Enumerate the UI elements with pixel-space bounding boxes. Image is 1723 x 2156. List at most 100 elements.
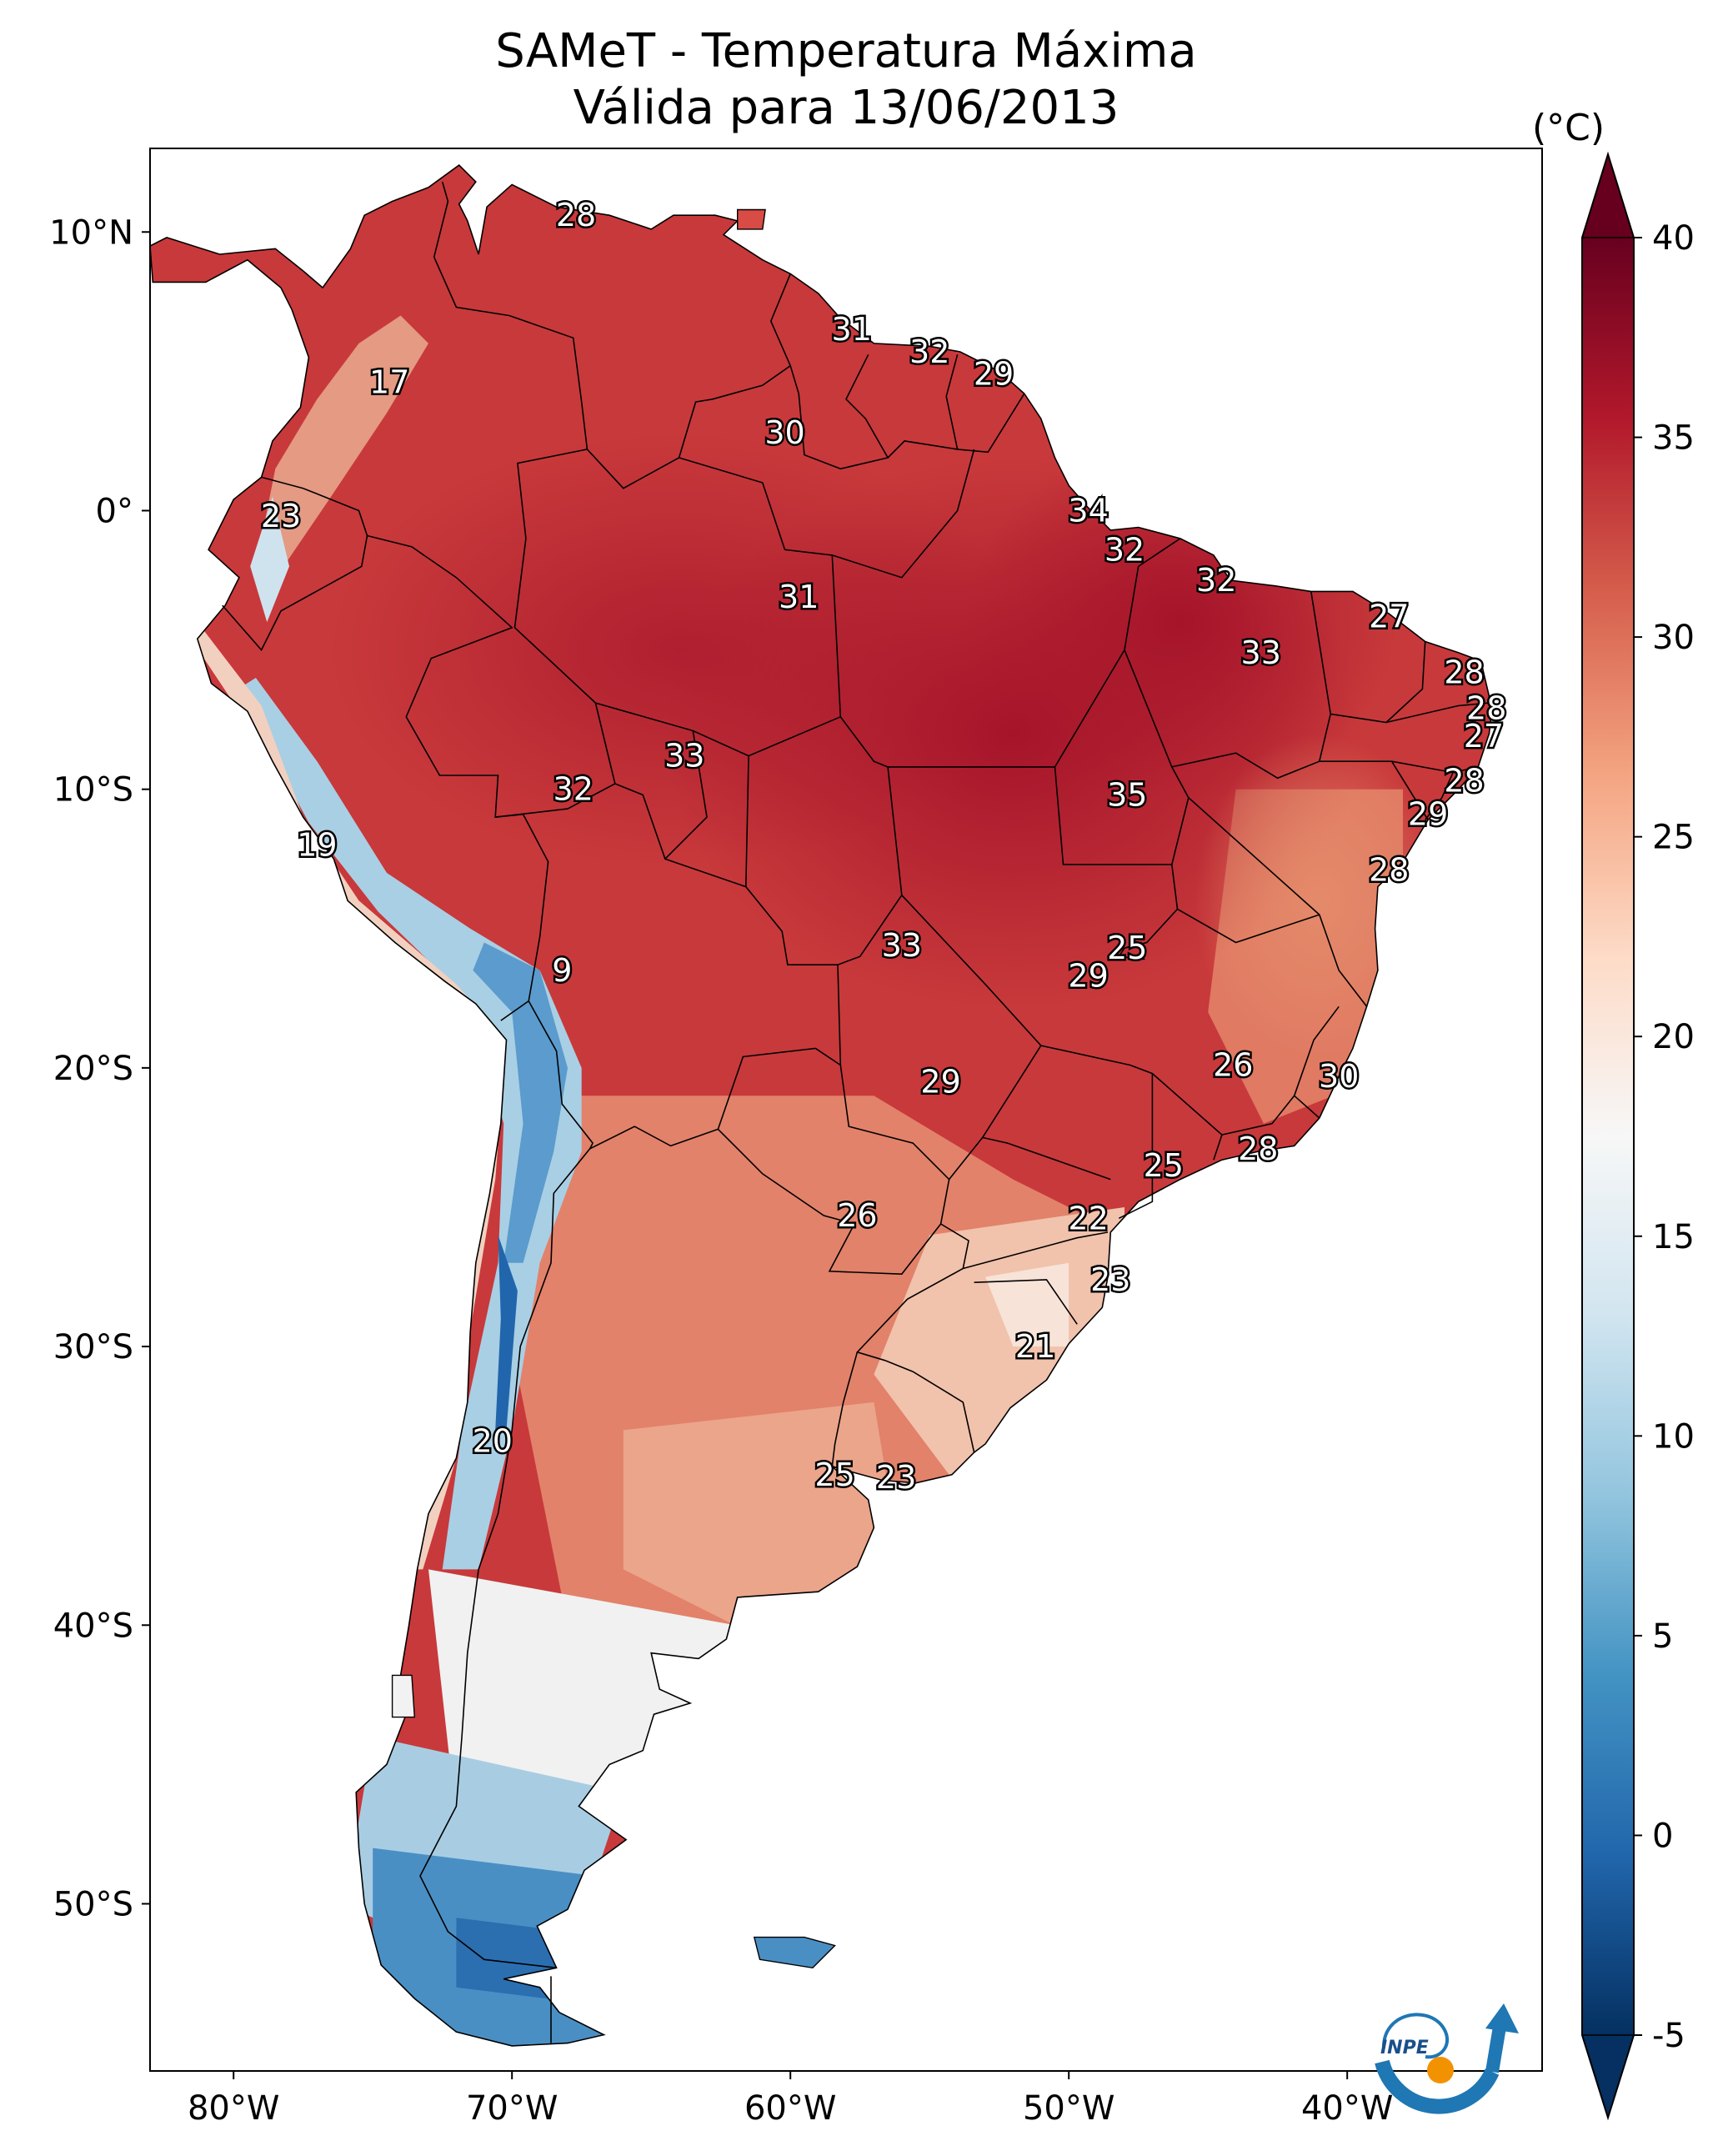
colorbar-body	[1582, 238, 1634, 2035]
axes-frame	[149, 148, 1543, 2072]
border-line	[1221, 1095, 1295, 1136]
y-tick-label: 40°S	[53, 1607, 133, 1645]
station-temperature-label: 29	[974, 356, 1014, 393]
y-tick-label: 10°S	[53, 771, 133, 810]
station-temperature-label: 31	[832, 311, 872, 348]
border-line	[1385, 702, 1490, 724]
y-tick-label: 20°S	[53, 1050, 133, 1088]
border-line	[831, 449, 975, 717]
colorbar-tick-label: 20	[1652, 1018, 1695, 1056]
x-axis-ticks: 80°W 70°W 60°W 50°W 40°W	[188, 2071, 1393, 2128]
islands	[391, 208, 836, 1969]
border-line	[586, 273, 792, 489]
colorbar-tick-label: 30	[1652, 619, 1695, 657]
x-tick-label: 40°W	[1301, 2089, 1393, 2128]
border-line	[982, 1136, 1111, 1181]
station-temperature-label: 26	[1213, 1047, 1253, 1084]
station-temperature-label: 21	[1015, 1328, 1055, 1365]
border-line	[419, 1148, 591, 1969]
station-temperature-label: 32	[1196, 562, 1236, 599]
border-line	[789, 353, 889, 470]
station-temperature-label: 28	[1369, 852, 1409, 889]
station-temperature-label: 23	[261, 498, 301, 534]
field-pampas-cooler	[623, 1401, 902, 1626]
station-temperature-label: 25	[1107, 930, 1147, 966]
field-high-andes	[495, 1235, 518, 1431]
y-tick-label: 0°	[96, 492, 133, 530]
border-line	[367, 534, 549, 1021]
station-temperature-label: 23	[1090, 1261, 1130, 1298]
station-temperature-label: 29	[1408, 796, 1448, 833]
logo-swoosh	[1375, 2059, 1500, 2114]
y-axis-ticks: 10°N 0° 10°S 20°S 30°S 40°S 50°S	[49, 213, 150, 1923]
colorbar-tick-label: -5	[1652, 2017, 1685, 2055]
station-temperature-label: 22	[1068, 1200, 1108, 1236]
x-tick-label: 50°W	[1023, 2089, 1114, 2128]
station-temperature-label: 27	[1464, 718, 1504, 755]
island-trinidad	[737, 208, 766, 230]
x-tick-label: 80°W	[188, 2089, 279, 2128]
station-temperature-label: 28	[1444, 763, 1484, 800]
border-line	[837, 766, 903, 965]
border-line	[717, 1065, 950, 1276]
colorbar-extend-min	[1580, 2034, 1635, 2120]
station-temperature-label: 33	[882, 927, 922, 964]
border-line	[1118, 1073, 1154, 1220]
field-colombian-andes	[261, 315, 428, 567]
colorbar-extend-max	[1580, 152, 1635, 238]
station-temperature-label: 32	[1104, 531, 1144, 568]
colorbar-tick-label: 10	[1652, 1417, 1695, 1456]
colorbar-tick-label: 40	[1652, 219, 1695, 258]
station-temperature-label: 30	[764, 414, 804, 451]
inpe-logo: INPE	[1375, 2003, 1519, 2114]
border-line	[974, 1279, 1078, 1325]
field-altiplano	[473, 942, 568, 1263]
title-line-1: SAMeT - Temperatura Máxima	[495, 24, 1197, 78]
station-temperature-label: 34	[1068, 493, 1108, 529]
border-line	[664, 730, 708, 860]
station-temperature-label: 32	[909, 333, 949, 370]
station-temperature-label: 28	[556, 197, 596, 233]
border-line	[1177, 908, 1320, 944]
coastline	[150, 164, 1493, 2047]
colorbar-tick-label: 15	[1652, 1218, 1695, 1256]
x-tick-label: 70°W	[466, 2089, 558, 2128]
colorbar: 40 35 30 25 20 15 10 5 0 -5	[1580, 151, 1695, 2121]
station-temperature-label: 17	[369, 364, 409, 401]
title-line-2: Válida para 13/06/2013	[573, 81, 1119, 135]
station-temperature-label: 31	[779, 579, 819, 615]
border-line	[957, 393, 1025, 454]
border-line	[1124, 649, 1190, 865]
border-line	[1188, 797, 1368, 1007]
border-line	[1293, 1005, 1340, 1119]
field-andes	[233, 678, 582, 1570]
colorbar-tick-label: 25	[1652, 819, 1695, 857]
colorbar-unit-label: (°C)	[1532, 107, 1605, 149]
station-temperature-label: 33	[664, 738, 704, 775]
border-line	[433, 181, 589, 628]
colorbar-tick-label: 35	[1652, 419, 1695, 458]
border-line	[1330, 641, 1426, 724]
logo-orbit	[1382, 2013, 1449, 2059]
border-line	[1054, 538, 1181, 768]
border-line	[1171, 591, 1332, 780]
y-tick-label: 30°S	[53, 1328, 133, 1366]
station-temperature-label: 29	[920, 1064, 960, 1101]
colorbar-tick-label: 0	[1652, 1817, 1673, 1855]
field-serra-gaucha	[985, 1262, 1069, 1347]
border-line	[1425, 772, 1454, 820]
colorbar-tick-label: 5	[1652, 1617, 1673, 1656]
station-temperature-label: 27	[1369, 599, 1409, 635]
station-temperature-label: 23	[876, 1459, 916, 1496]
field-ecuador-andes	[250, 496, 289, 623]
logo-text: INPE	[1380, 2038, 1429, 2058]
border-line	[594, 702, 616, 785]
station-temperature-label: 25	[814, 1457, 854, 1493]
logo-arrow-head	[1485, 2003, 1519, 2033]
border-line	[528, 1000, 719, 1151]
state-borders	[222, 181, 1490, 2043]
border-line	[831, 1351, 859, 1467]
station-temperature-label: 9	[552, 952, 572, 989]
